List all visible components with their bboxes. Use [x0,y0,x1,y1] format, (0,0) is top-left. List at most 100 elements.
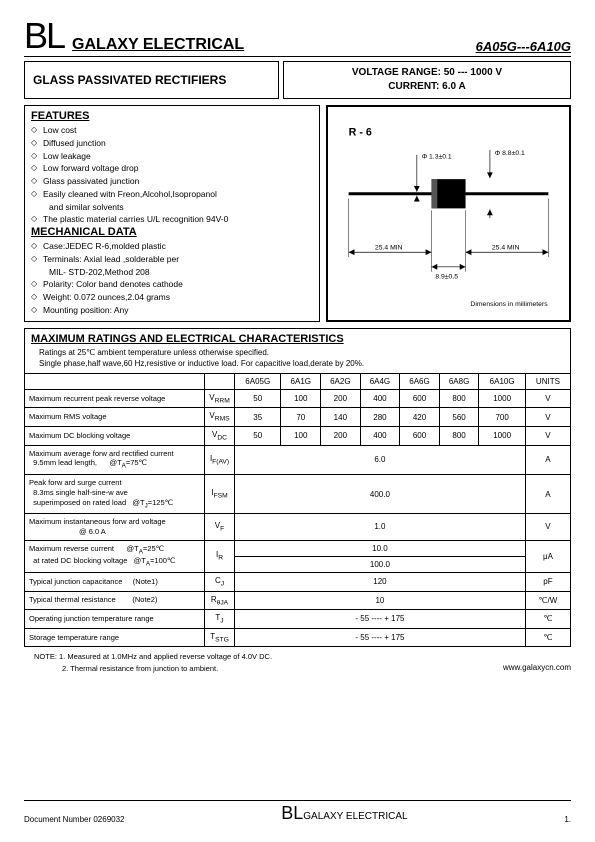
voltage-label: VOLTAGE RANGE: [352,67,441,78]
value-cell: 50 [235,427,281,446]
table-row: Operating junction temperature rangeTJ- … [25,610,571,629]
table-row: Typical junction capacitance (Note1)CJ12… [25,572,571,591]
footer: Document Number 0269032 BLGALAXY ELECTRI… [24,800,571,824]
value-cell: 10 [235,591,526,610]
ratings-heading: MAXIMUM RATINGS AND ELECTRICAL CHARACTER… [31,333,564,345]
page-number: 1. [564,815,571,824]
title-row: GLASS PASSIVATED RECTIFIERS VOLTAGE RANG… [24,61,571,99]
param-cell: Peak forw ard surge current 8.3ms single… [25,475,205,514]
note1: NOTE: 1. Measured at 1.0MHz and applied … [34,651,571,663]
unit-cell: ℃ [525,628,570,647]
voltage-value: 50 --- 1000 V [444,67,502,78]
company-name: GALAXY ELECTRICAL [72,36,476,54]
value-cell: 800 [439,427,479,446]
mechanical-list: Case:JEDEC R-6,molded plastic Terminals:… [31,240,313,317]
header: BL GALAXY ELECTRICAL 6A05G---6A10G [24,18,571,57]
package-svg: R - 6 Φ 1.3±0.1 Φ 8.8±0.1 [334,113,563,314]
features-heading: FEATURES [31,110,313,122]
param-cell: Typical thermal resistance (Note2) [25,591,205,610]
lead-len-right: 25.4 MIN [492,244,520,251]
unit-cell: μA [525,540,570,572]
value-cell: 100 [281,389,321,408]
doc-number: Document Number 0269032 [24,815,125,824]
value-cell: 140 [321,408,361,427]
mechanical-heading: MECHANICAL DATA [31,226,313,238]
unit-cell: V [525,427,570,446]
param-cell: Maximum average forw ard rectified curre… [25,445,205,474]
current-label: CURRENT: [388,81,439,92]
ratings-cond1: Ratings at 25℃ ambient temperature unles… [31,347,564,358]
symbol-cell: VDC [205,427,235,446]
table-row: Peak forw ard surge current 8.3ms single… [25,475,571,514]
value-cell: 10.0100.0 [235,540,526,572]
symbol-cell: VF [205,514,235,541]
ratings-cond2: Single phase,half wave,60 Hz,resistive o… [31,358,564,369]
current-value: 6.0 A [442,81,466,92]
col: 6A1G [281,373,321,389]
symbol-cell: TSTG [205,628,235,647]
lead-len-left: 25.4 MIN [375,244,403,251]
value-cell: - 55 ---- + 175 [235,610,526,629]
features-column: FEATURES Low cost Diffused junction Low … [24,105,320,322]
part-number-range: 6A05G---6A10G [476,39,571,54]
symbol-cell: VRMS [205,408,235,427]
value-cell: 120 [235,572,526,591]
footer-logo: BL [281,803,303,823]
body-dia: Φ 8.8±0.1 [495,150,525,157]
param-cell: Operating junction temperature range [25,610,205,629]
value-cell: 70 [281,408,321,427]
unit-cell: V [525,514,570,541]
value-cell: 400 [360,427,400,446]
col: 6A6G [400,373,440,389]
col: 6A4G [360,373,400,389]
symbol-cell: CJ [205,572,235,591]
value-cell: 200 [321,427,361,446]
value-cell: 420 [400,408,440,427]
table-row: Maximum reverse current @TA=25℃ at rated… [25,540,571,572]
feature-item: Diffused junction [31,137,313,150]
table-row: Storage temperature rangeTSTG- 55 ---- +… [25,628,571,647]
symbol-cell: TJ [205,610,235,629]
table-row: Maximum DC blocking voltageVDC5010020040… [25,427,571,446]
table-row: Maximum average forw ard rectified curre… [25,445,571,474]
value-cell: 280 [360,408,400,427]
param-cell: Maximum reverse current @TA=25℃ at rated… [25,540,205,572]
col: 6A2G [321,373,361,389]
mech-item: Weight: 0.072 ounces,2.04 grams [31,291,313,304]
value-cell: - 55 ---- + 175 [235,628,526,647]
unit-cell: V [525,408,570,427]
symbol-cell: IFSM [205,475,235,514]
mech-item: Terminals: Axial lead ,solderable per [31,253,313,266]
mech-item: Mounting position: Any [31,304,313,317]
feature-item: Low cost [31,124,313,137]
feature-item: The plastic material carries U/L recogni… [31,213,313,226]
value-cell: 400.0 [235,475,526,514]
value-cell: 6.0 [235,445,526,474]
mech-item-cont: MIL- STD-202,Method 208 [31,266,313,279]
units-col: UNITS [525,373,570,389]
col: 6A8G [439,373,479,389]
body-len: 8.9±0.5 [435,274,458,281]
value-cell: 400 [360,389,400,408]
logo: BL [24,18,64,54]
footer-brand: BLGALAXY ELECTRICAL [281,803,407,824]
table-row: Maximum recurrent peak reverse voltageVR… [25,389,571,408]
unit-cell: A [525,475,570,514]
feature-item: Easily cleaned witn Freon,Alcohol,Isopro… [31,188,313,201]
unit-cell: V [525,389,570,408]
package-label: R - 6 [349,126,372,138]
table-header-row: 6A05G 6A1G 6A2G 6A4G 6A6G 6A8G 6A10G UNI… [25,373,571,389]
package-diagram: R - 6 Φ 1.3±0.1 Φ 8.8±0.1 [326,105,571,322]
feature-item-cont: and similar solvents [31,201,313,214]
value-cell: 200 [321,389,361,408]
value-cell: 35 [235,408,281,427]
table-row: Maximum RMS voltageVRMS35701402804205607… [25,408,571,427]
mech-item: Case:JEDEC R-6,molded plastic [31,240,313,253]
param-cell: Maximum recurrent peak reverse voltage [25,389,205,408]
value-cell: 1.0 [235,514,526,541]
unit-cell: pF [525,572,570,591]
value-cell: 600 [400,389,440,408]
col: 6A10G [479,373,525,389]
symbol-cell: IR [205,540,235,572]
lead-dia: Φ 1.3±0.1 [422,154,452,161]
